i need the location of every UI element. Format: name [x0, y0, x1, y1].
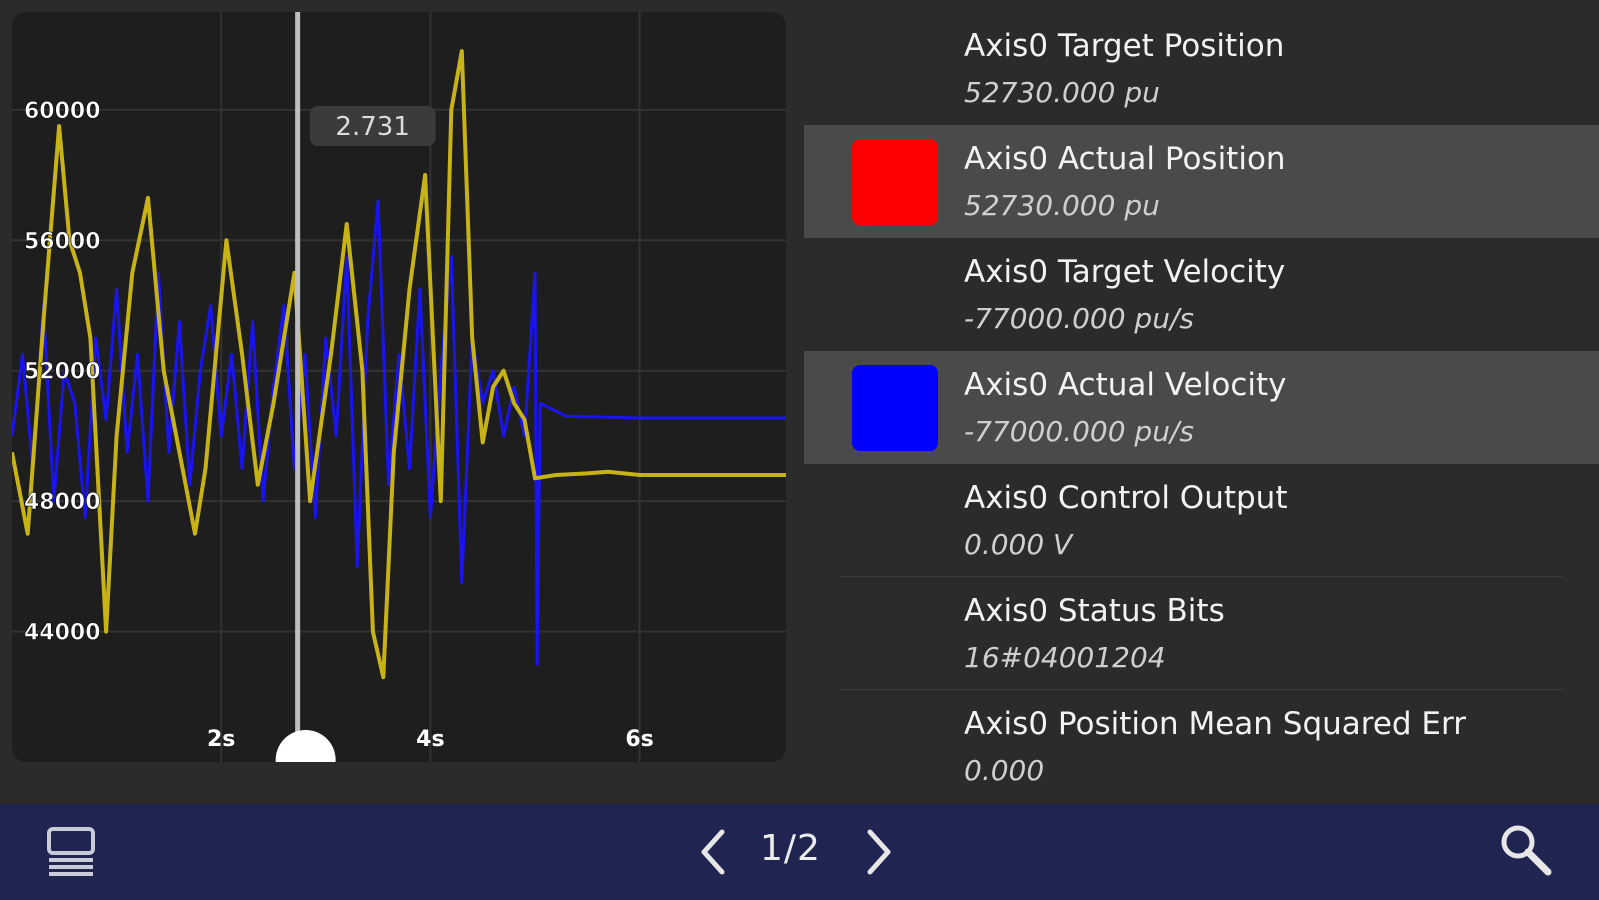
cursor-readout: 2.731 — [335, 112, 409, 142]
x-tick-label: 2s — [207, 727, 235, 752]
page-indicator: 1/2 — [760, 828, 821, 869]
x-tick-label: 6s — [625, 727, 653, 752]
channel-value: 0.000 V — [964, 528, 1073, 561]
series-color-swatch — [852, 365, 938, 451]
channel-label: Axis0 Position Mean Squared Err — [964, 706, 1466, 742]
list-item[interactable]: Axis0 Target Position 52730.000 pu — [804, 12, 1599, 125]
channel-value: 16#04001204 — [964, 641, 1166, 674]
channel-value: 52730.000 pu — [964, 189, 1160, 222]
divider — [840, 576, 1563, 577]
trend-chart[interactable]: 60000 56000 52000 48000 44000 2s 4s 6s 2.731 — [12, 12, 786, 762]
list-item[interactable]: Axis0 Status Bits 16#04001204 — [804, 577, 1599, 690]
y-tick-label: 44000 — [24, 621, 101, 646]
cursor-handle[interactable] — [275, 730, 336, 762]
list-item[interactable]: Axis0 Position Mean Squared Err 0.000 — [804, 690, 1599, 803]
chevron-left-icon[interactable] — [696, 828, 730, 876]
search-icon[interactable] — [1496, 820, 1556, 880]
channel-label: Axis0 Control Output — [964, 480, 1288, 516]
bottom-toolbar: 1/2 — [0, 804, 1599, 900]
channel-value: 0.000 — [964, 754, 1045, 787]
y-tick-label: 56000 — [24, 229, 101, 254]
time-cursor[interactable]: 2.731 — [275, 12, 436, 762]
chart-panel[interactable]: 60000 56000 52000 48000 44000 2s 4s 6s 2.731 — [12, 12, 786, 762]
chevron-right-icon[interactable] — [862, 828, 896, 876]
channel-list: Axis0 Target Position 52730.000 pu Axis0… — [804, 12, 1599, 804]
y-axis-labels: 60000 56000 52000 48000 44000 — [24, 99, 101, 646]
series-line-blue — [12, 199, 786, 666]
series-line-gold — [12, 49, 786, 680]
divider — [840, 689, 1563, 690]
list-view-icon[interactable] — [44, 826, 98, 878]
y-tick-label: 60000 — [24, 99, 101, 124]
list-item[interactable]: Axis0 Actual Velocity -77000.000 pu/s — [804, 351, 1599, 464]
channel-value: -77000.000 pu/s — [964, 302, 1194, 335]
x-axis-labels: 2s 4s 6s — [207, 727, 654, 752]
series-color-swatch — [852, 139, 938, 225]
cursor-readout-box — [309, 106, 436, 146]
channel-label: Axis0 Actual Velocity — [964, 367, 1287, 403]
x-tick-label: 4s — [416, 727, 444, 752]
y-tick-label: 48000 — [24, 490, 101, 515]
list-item[interactable]: Axis0 Control Output 0.000 V — [804, 464, 1599, 577]
channel-value: 52730.000 pu — [964, 76, 1160, 109]
channel-label: Axis0 Actual Position — [964, 141, 1286, 177]
y-tick-label: 52000 — [24, 360, 101, 385]
list-item[interactable]: Axis0 Actual Position 52730.000 pu — [804, 125, 1599, 238]
channel-value: -77000.000 pu/s — [964, 415, 1194, 448]
list-item[interactable]: Axis0 Target Velocity -77000.000 pu/s — [804, 238, 1599, 351]
channel-label: Axis0 Target Velocity — [964, 254, 1286, 290]
channel-label: Axis0 Target Position — [964, 28, 1285, 64]
channel-label: Axis0 Status Bits — [964, 593, 1225, 629]
